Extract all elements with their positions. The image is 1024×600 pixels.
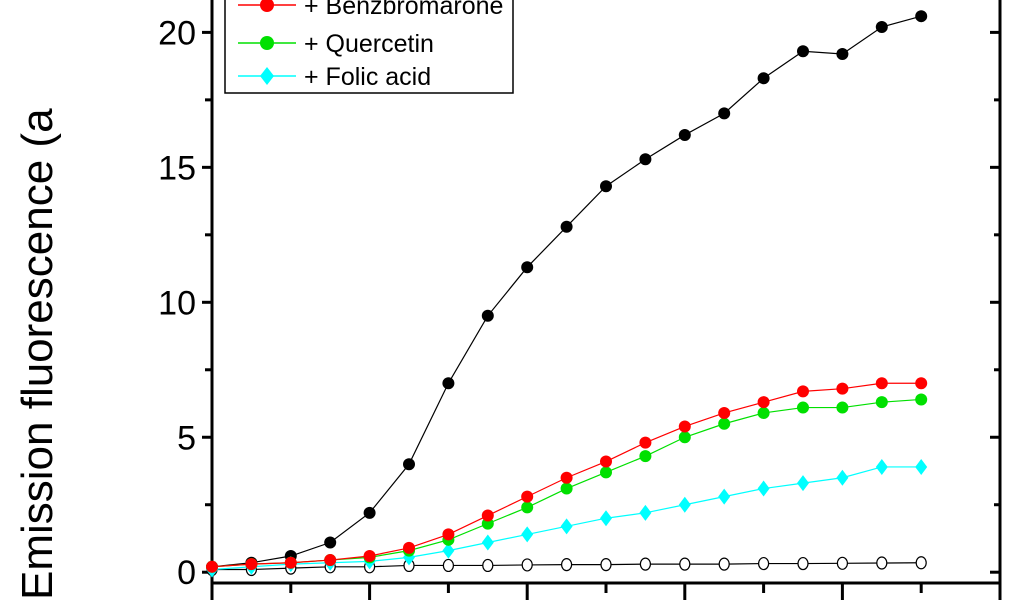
data-point: [481, 309, 494, 322]
data-point-diamond: [639, 504, 652, 521]
data-point: [836, 47, 849, 60]
data-point: [797, 45, 809, 58]
y-tick-label: 20: [158, 14, 196, 52]
data-point: [875, 377, 888, 390]
data-point-diamond: [718, 488, 731, 505]
data-point: [915, 10, 928, 23]
data-point: [718, 417, 731, 430]
data-point-diamond: [836, 469, 849, 486]
data-point: [403, 541, 415, 554]
data-point: [521, 501, 534, 514]
data-point-diamond: [560, 518, 573, 535]
legend-entry: + Folic acid: [238, 63, 431, 91]
data-point-diamond: [797, 475, 809, 492]
data-point: [757, 406, 770, 419]
data-point-open-circle: [482, 558, 494, 573]
data-point: [260, 0, 274, 12]
series-unlabeled-0: [206, 10, 928, 573]
data-point: [560, 220, 573, 233]
data-point-open-circle: [560, 558, 573, 572]
data-point-diamond: [600, 510, 612, 527]
data-point: [284, 556, 297, 569]
axes: 0 5 10 15 20: [158, 0, 1002, 600]
data-point-open-circle: [679, 557, 691, 571]
data-point: [915, 393, 928, 406]
data-point: [206, 560, 218, 573]
data-point: [600, 455, 612, 468]
data-point-open-circle: [442, 558, 454, 573]
data-point: [836, 382, 849, 395]
data-point: [560, 482, 573, 495]
data-point-open-circle: [600, 558, 612, 572]
data-point: [639, 436, 652, 449]
data-point: [560, 471, 573, 484]
data-point-diamond: [678, 496, 691, 513]
data-point-open-circle: [915, 556, 927, 570]
data-point-diamond: [757, 480, 770, 497]
series-benzbromarone: [206, 377, 928, 573]
data-point-diamond: [915, 458, 928, 475]
data-point: [678, 420, 691, 433]
data-point: [363, 550, 376, 563]
y-tick-label: 0: [177, 554, 196, 592]
data-point: [718, 107, 731, 120]
legend: + Benzbromarone + Quercetin + Folic acid: [224, 0, 514, 94]
data-point-open-circle: [757, 556, 770, 571]
data-point: [639, 153, 652, 166]
data-point: [442, 528, 455, 541]
data-point: [757, 396, 770, 409]
data-marks: [206, 10, 928, 578]
legend-label: + Benzbromarone: [304, 0, 503, 20]
data-point-open-circle: [521, 558, 533, 572]
data-point: [875, 396, 888, 409]
data-point: [245, 558, 258, 571]
data-point: [875, 20, 888, 33]
series-unlabeled-4: [206, 556, 927, 577]
data-point: [718, 406, 731, 419]
data-point: [678, 128, 691, 141]
data-point: [757, 72, 770, 85]
data-point-diamond: [521, 526, 534, 543]
data-point: [678, 431, 691, 444]
data-point-diamond: [481, 534, 494, 551]
legend-entry: + Benzbromarone: [238, 0, 503, 20]
data-point: [442, 377, 455, 390]
data-point: [260, 36, 274, 50]
data-point: [797, 385, 809, 398]
data-point-open-circle: [639, 557, 652, 571]
data-point: [521, 490, 534, 503]
data-point: [836, 401, 849, 414]
legend-label: + Quercetin: [304, 30, 434, 58]
data-point-open-circle: [836, 556, 849, 570]
data-point: [403, 458, 415, 471]
data-point: [915, 377, 928, 390]
data-point-open-circle: [876, 556, 888, 570]
data-point-diamond: [442, 542, 455, 559]
y-tick-label: 15: [158, 149, 196, 187]
legend-label: + Folic acid: [304, 63, 431, 91]
data-point: [639, 450, 652, 463]
data-point: [324, 554, 337, 567]
y-tick-label: 10: [158, 284, 196, 322]
y-tick-label: 5: [177, 419, 196, 457]
data-point-diamond: [260, 67, 274, 85]
data-point-open-circle: [718, 557, 730, 571]
legend-entry: + Quercetin: [238, 30, 434, 58]
data-point: [797, 401, 809, 414]
data-point: [600, 466, 612, 479]
data-point: [363, 506, 376, 519]
data-point-diamond: [875, 458, 888, 475]
data-point-open-circle: [797, 556, 809, 571]
data-point: [324, 536, 337, 549]
y-axis-title: Emission fluorescence (a: [13, 108, 62, 600]
data-point: [481, 509, 494, 522]
data-point: [600, 180, 612, 193]
data-point: [521, 261, 534, 274]
